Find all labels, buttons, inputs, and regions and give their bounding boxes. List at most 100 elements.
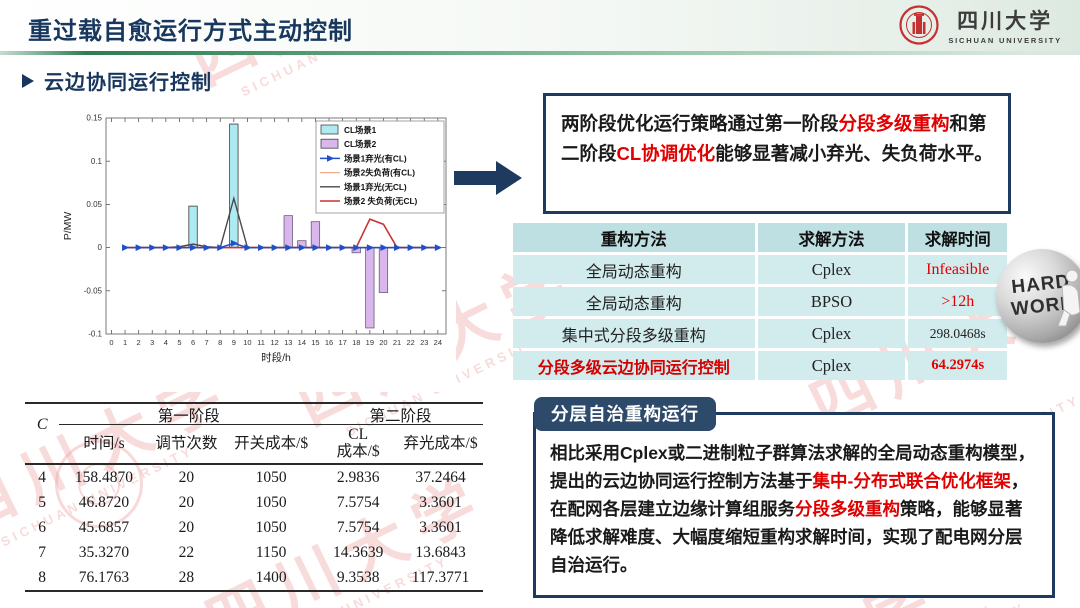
- svg-text:10: 10: [243, 338, 251, 347]
- column-header: 重构方法: [513, 223, 755, 252]
- text-segment: 集中-分布式联合优化框架: [812, 471, 1011, 491]
- table-cell: 1050: [255, 468, 287, 486]
- table-cell: 1050: [255, 493, 287, 511]
- table-cell: >12h: [908, 287, 1007, 316]
- svg-text:24: 24: [434, 338, 442, 347]
- text-segment: 两阶段优化运行策略通过第一阶段: [561, 113, 839, 134]
- svg-text:场景1弃光(有CL): 场景1弃光(有CL): [344, 153, 407, 163]
- table-row: 6 45.6857 20 1050 7.5754 3.3601: [25, 515, 483, 540]
- column-header: 时间/s: [83, 434, 125, 452]
- svg-text:CL场景1: CL场景1: [344, 125, 377, 135]
- solver-table-header-row: 重构方法 求解方法 求解时间: [513, 223, 1007, 252]
- svg-text:23: 23: [420, 338, 428, 347]
- group-header-stage1: 第一阶段: [157, 408, 220, 425]
- table-cell: Cplex: [757, 255, 906, 284]
- svg-text:-0.1: -0.1: [88, 330, 102, 339]
- cl-scenario-chart: 0 1 2 3 4 5 6 7 8 9 10 11 12 13 14 15 16 17 18 19 20 21 22 23 24…: [60, 104, 456, 392]
- svg-text:5: 5: [177, 338, 181, 347]
- university-name-cn: 四川大学: [957, 9, 1054, 33]
- table-cell: 1400: [255, 568, 287, 586]
- flow-arrow-icon: [454, 161, 522, 195]
- bar-series: [283, 215, 389, 329]
- table-cell: 3.3601: [419, 518, 462, 536]
- table-row: 全局动态重构 BPSO >12h: [513, 287, 1007, 316]
- text-segment: 策略，能够显著降低求解难度、大幅度缩短重构求解时间，实现了配电网分层自治运行。: [550, 499, 1023, 575]
- svg-text:13: 13: [284, 338, 292, 347]
- table-cell: 298.0468s: [908, 319, 1007, 348]
- table-cell: 22: [178, 543, 195, 561]
- text-segment: 分段多级重构: [838, 113, 950, 134]
- university-seal-icon: [899, 5, 939, 45]
- table-cell: 13.6843: [415, 543, 466, 561]
- text-segment: 分段多级重构: [795, 499, 900, 519]
- svg-text:时段/h: 时段/h: [261, 351, 291, 364]
- stage-table-body: 4 158.4870 20 1050 2.9836 37.2464 5 46.8720 20 10…: [25, 465, 483, 590]
- svg-text:22: 22: [406, 338, 414, 347]
- table-cell: 分段多级云边协同运行控制: [513, 351, 755, 380]
- svg-text:19: 19: [366, 338, 374, 347]
- table-cell: 4: [38, 468, 47, 486]
- table-cell: 全局动态重构: [513, 287, 755, 316]
- table-cell: BPSO: [757, 287, 906, 316]
- solver-comparison-table: 重构方法 求解方法 求解时间 全局动态重构 Cplex Infeasible 全局动态…: [513, 223, 1007, 383]
- two-stage-result-table: 第一阶段 第二阶段 C 时间/s 调节次数 开关成本/$ CL 成本/$ 弃光成…: [25, 402, 483, 592]
- page-title: 重过载自愈运行方式主动控制: [28, 18, 353, 45]
- group-header-stage2: 第二阶段: [369, 408, 432, 425]
- table-cell: 45.6857: [78, 518, 130, 536]
- chart-legend: CL场景1 CL场景2 场景1弃光(有CL) 场景2失负荷(有CL) 场景1弃光(无CL…: [315, 120, 445, 214]
- university-logo-text: 四川大学 SICHUAN UNIVERSITY: [948, 5, 1062, 45]
- svg-text:16: 16: [325, 338, 333, 347]
- table-cell: 20: [178, 468, 195, 486]
- table-rule: [25, 463, 483, 465]
- table-cell: Infeasible: [908, 255, 1007, 284]
- table-rule: [59, 424, 483, 425]
- column-header: 求解时间: [908, 223, 1007, 252]
- table-row: 全局动态重构 Cplex Infeasible: [513, 255, 1007, 284]
- text-segment: CL协调优化: [616, 142, 716, 164]
- section-title: 云边协同运行控制: [44, 72, 212, 94]
- svg-text:0: 0: [98, 243, 103, 252]
- chart-svg: 0 1 2 3 4 5 6 7 8 9 10 11 12 13 14 15 16 17 18 19 20 21 22 23 24…: [60, 104, 456, 392]
- table-cell: 2.9836: [336, 468, 380, 486]
- svg-text:场景2 失负荷(无CL): 场景2 失负荷(无CL): [344, 196, 418, 206]
- svg-text:场景2失负荷(有CL): 场景2失负荷(有CL): [344, 168, 415, 178]
- table-cell: 35.3270: [78, 543, 130, 561]
- svg-text:20: 20: [379, 338, 387, 347]
- table-cell: 20: [178, 493, 195, 511]
- svg-text:0.1: 0.1: [91, 157, 103, 166]
- svg-text:4: 4: [164, 338, 168, 347]
- table-cell: 158.4870: [74, 468, 134, 486]
- bullet-arrow-icon: [22, 73, 34, 88]
- text-segment: 相比采用Cplex或二进制粒子群算法求解的全局动态重构模型，提出的云边协同运行控…: [550, 443, 1036, 491]
- svg-text:8: 8: [218, 338, 222, 347]
- table-cell: 3.3601: [419, 493, 462, 511]
- svg-text:6: 6: [191, 338, 195, 347]
- svg-text:12: 12: [270, 338, 278, 347]
- svg-text:9: 9: [232, 338, 236, 347]
- table-cell: 46.8720: [78, 493, 130, 511]
- table-row: 7 35.3270 22 1150 14.3639 13.6843: [25, 540, 483, 565]
- column-header: 开关成本/$: [234, 434, 309, 452]
- table-cell: 7.5754: [336, 518, 380, 536]
- university-name-en: SICHUAN UNIVERSITY: [948, 36, 1062, 45]
- column-header: 弃光成本/$: [403, 434, 478, 452]
- conclusion-box-hierarchical: 相比采用Cplex或二进制粒子群算法求解的全局动态重构模型，提出的云边协同运行控…: [533, 412, 1055, 598]
- table-cell: 20: [178, 518, 195, 536]
- svg-text:0.15: 0.15: [86, 114, 102, 123]
- table-row: 5 46.8720 20 1050 7.5754 3.3601: [25, 490, 483, 515]
- table-row: 集中式分段多级重构 Cplex 298.0468s: [513, 319, 1007, 348]
- table-cell: 64.2974s: [908, 351, 1007, 380]
- conclusion-box-two-stage: 两阶段优化运行策略通过第一阶段分段多级重构和第二阶段CL协调优化能够显著减小弃光…: [543, 93, 1011, 214]
- table-cell: 7.5754: [336, 493, 380, 511]
- text-segment: ，在配网各层建立边缘计算组服务: [550, 471, 1029, 519]
- table-row: 4 158.4870 20 1050 2.9836 37.2464: [25, 465, 483, 490]
- table-cell: 全局动态重构: [513, 255, 755, 284]
- table-cell: 37.2464: [415, 468, 466, 486]
- text-segment: 和第二阶段: [561, 113, 987, 164]
- table-cell: 集中式分段多级重构: [513, 319, 755, 348]
- table-cell: 117.3771: [411, 568, 470, 586]
- svg-text:场景1弃光(无CL): 场景1弃光(无CL): [344, 182, 407, 192]
- column-header: CL 成本/$: [336, 426, 380, 460]
- svg-text:P/MW: P/MW: [62, 212, 74, 241]
